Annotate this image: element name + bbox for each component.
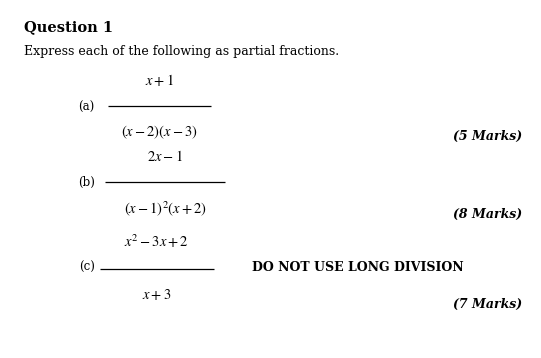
Text: $x^2-3x+2$: $x^2-3x+2$ [124, 232, 189, 250]
Text: $x+3$: $x+3$ [142, 287, 171, 303]
Text: (b): (b) [78, 176, 95, 189]
Text: DO NOT USE LONG DIVISION: DO NOT USE LONG DIVISION [252, 261, 463, 274]
Text: $x+1$: $x+1$ [145, 72, 174, 88]
Text: $2x-1$: $2x-1$ [147, 149, 183, 164]
Text: (7 Marks): (7 Marks) [453, 298, 522, 311]
Text: (8 Marks): (8 Marks) [453, 208, 522, 221]
Text: Express each of the following as partial fractions.: Express each of the following as partial… [24, 45, 339, 58]
Text: Question 1: Question 1 [24, 20, 114, 34]
Text: (5 Marks): (5 Marks) [453, 130, 522, 142]
Text: (a): (a) [78, 101, 95, 114]
Text: (c): (c) [79, 261, 95, 274]
Text: $(x-2)(x-3)$: $(x-2)(x-3)$ [121, 124, 198, 141]
Text: $(x-1)^2(x+2)$: $(x-1)^2(x+2)$ [123, 199, 207, 218]
